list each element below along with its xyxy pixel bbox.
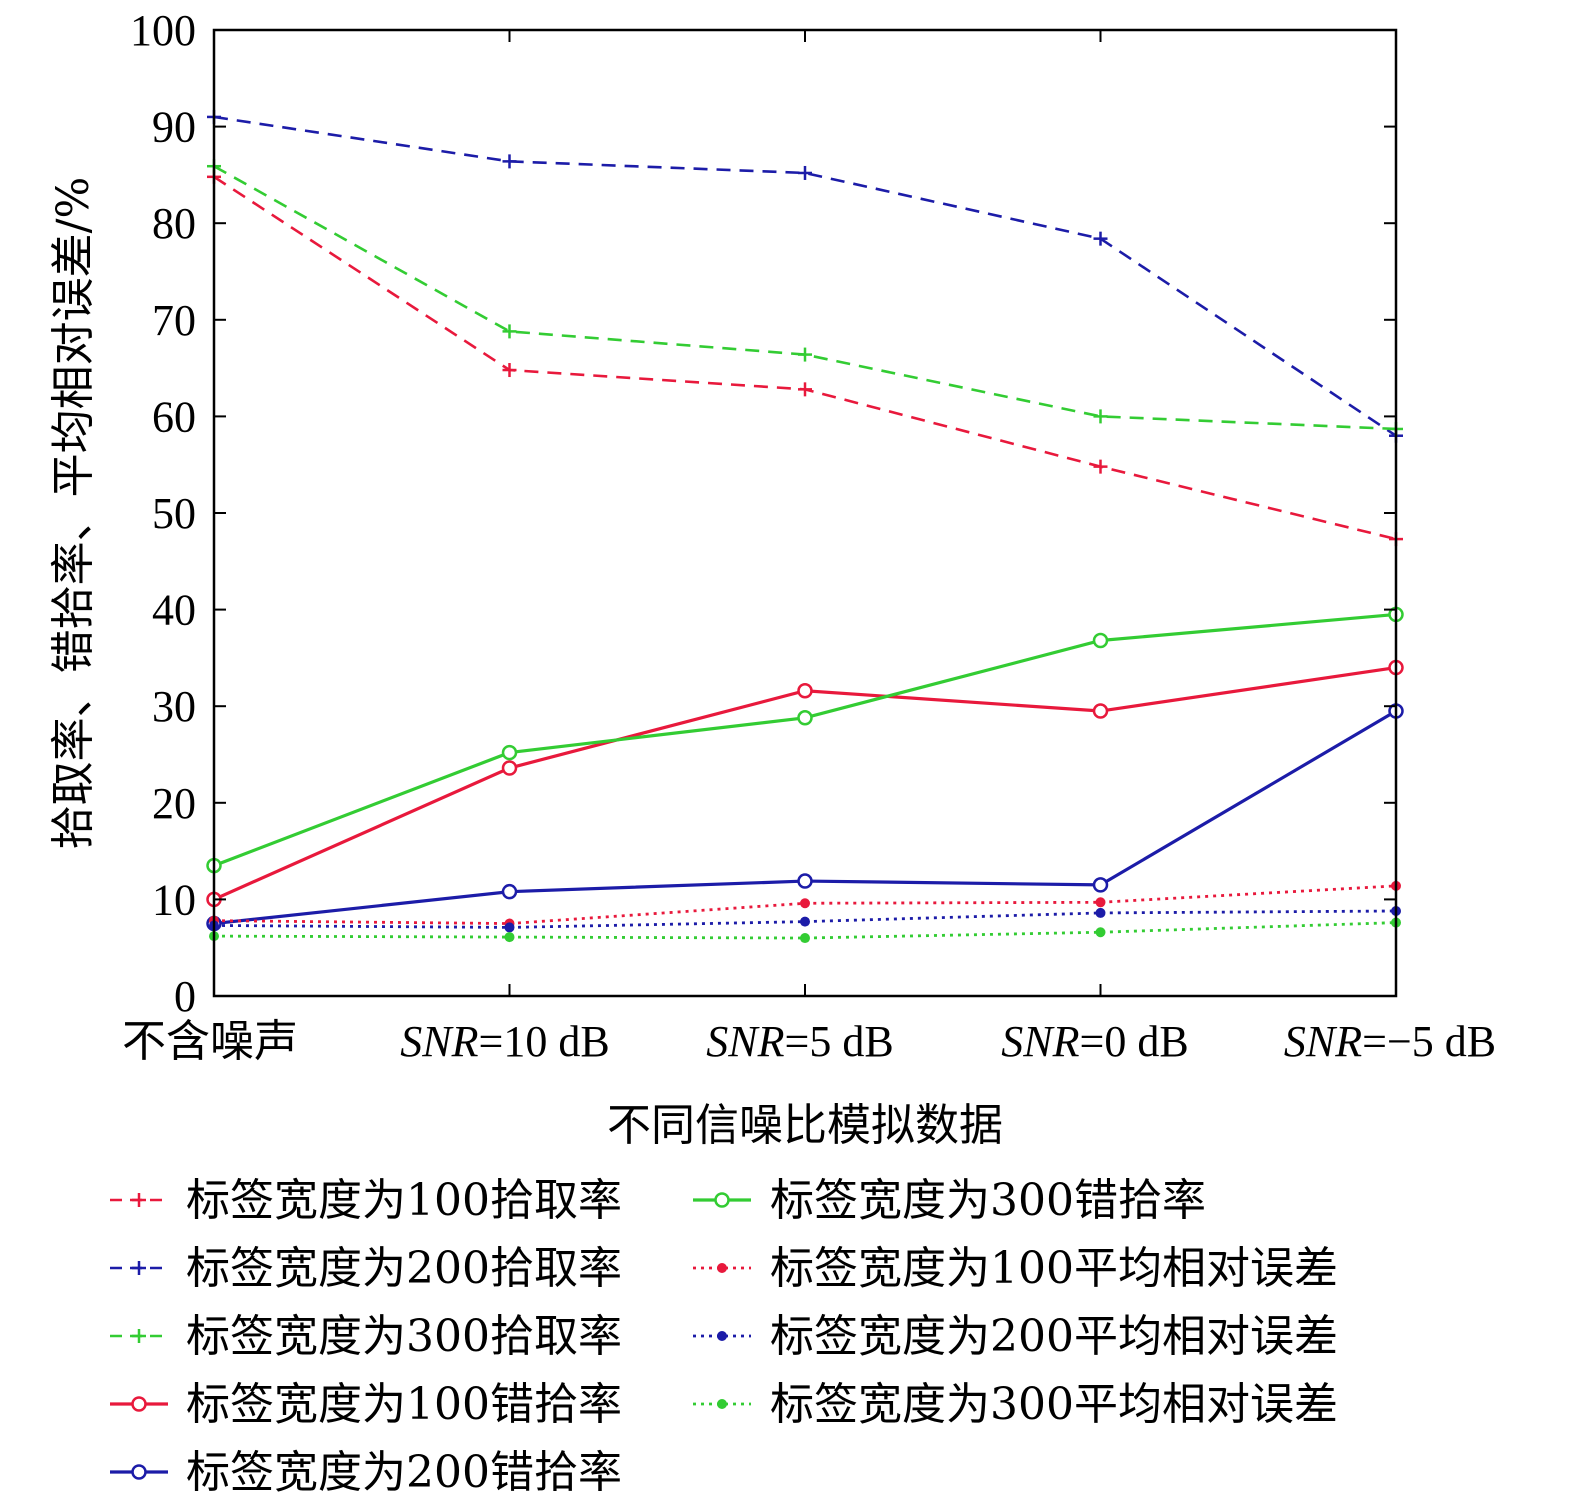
series-line — [213, 709, 1397, 926]
legend-marker — [717, 1399, 727, 1409]
x-tick-label: SNR=10 dB — [400, 1017, 609, 1066]
y-axis-title: 拾取率、错拾率、平均相对误差/% — [48, 177, 99, 850]
data-point — [797, 682, 813, 699]
data-point — [1093, 231, 1108, 246]
legend-marker — [132, 1193, 146, 1207]
legend-marker — [131, 1396, 147, 1412]
legend-label: 标签宽度为200拾取率 — [186, 1243, 622, 1294]
data-point — [798, 382, 812, 397]
data-point — [504, 922, 515, 933]
legend-marker — [717, 1331, 727, 1341]
legend-label: 标签宽度为100平均相对误差 — [770, 1243, 1338, 1294]
y-tick-label: 100 — [130, 6, 196, 55]
data-point — [1092, 877, 1109, 893]
data-point — [502, 363, 517, 378]
data-point — [800, 933, 810, 944]
x-tick-label: SNR=5 dB — [706, 1017, 893, 1066]
legend-marker — [714, 1192, 730, 1208]
data-point — [1092, 703, 1109, 719]
legend-label: 标签宽度为100拾取率 — [186, 1175, 622, 1226]
legend-item: 标签宽度为200拾取率 — [110, 1243, 622, 1294]
series-line — [213, 884, 1397, 925]
series-layer — [206, 109, 1404, 944]
x-tick-label: SNR=0 dB — [1001, 1017, 1188, 1066]
data-point — [798, 165, 812, 180]
data-point — [1095, 927, 1106, 938]
legend-marker — [132, 1329, 146, 1343]
legend-marker — [132, 1261, 146, 1275]
data-point — [1095, 907, 1106, 918]
data-point — [798, 347, 812, 362]
legend-label: 标签宽度为200错拾率 — [186, 1447, 622, 1498]
data-point — [502, 324, 517, 339]
legend-item: 标签宽度为200错拾率 — [110, 1447, 622, 1498]
legend-marker — [717, 1263, 727, 1273]
legend-label: 标签宽度为300拾取率 — [186, 1311, 622, 1362]
series-line — [213, 115, 1397, 437]
legend-item: 标签宽度为200平均相对误差 — [693, 1311, 1338, 1362]
data-point — [797, 873, 813, 889]
series-line — [213, 921, 1397, 940]
y-tick-label: 90 — [152, 103, 196, 152]
x-tick-label: SNR=−5 dB — [1284, 1017, 1496, 1066]
y-tick-label: 50 — [152, 489, 196, 538]
legend-item: 标签宽度为100错拾率 — [110, 1379, 622, 1430]
series-line — [213, 665, 1397, 901]
data-point — [800, 916, 810, 927]
legend-item: 标签宽度为300平均相对误差 — [693, 1379, 1338, 1430]
data-point — [1093, 409, 1108, 424]
legend-item: 标签宽度为300拾取率 — [110, 1311, 622, 1362]
data-point — [1093, 459, 1108, 474]
series-line — [213, 909, 1397, 929]
legend-label: 标签宽度为300平均相对误差 — [770, 1379, 1338, 1430]
data-point — [501, 744, 518, 761]
x-axis: 不含噪声 SNR=10 dB SNR=5 dB SNR=0 dB SNR=−5 dB — [122, 30, 1496, 1066]
x-axis-title: 不同信噪比模拟数据 — [607, 1100, 1003, 1151]
data-point — [800, 898, 810, 909]
series-8 — [209, 905, 1401, 933]
data-point — [1092, 632, 1109, 649]
legend-label: 标签宽度为100错拾率 — [186, 1379, 622, 1430]
y-tick-label: 60 — [152, 392, 196, 441]
data-point — [1095, 897, 1106, 908]
legend-label: 标签宽度为300错拾率 — [770, 1175, 1206, 1226]
series-line — [213, 612, 1397, 868]
y-tick-label: 10 — [152, 875, 196, 924]
series-6 — [206, 606, 1404, 874]
data-point — [501, 883, 518, 900]
y-tick-label: 40 — [152, 586, 196, 635]
legend: 标签宽度为100拾取率标签宽度为200拾取率标签宽度为300拾取率标签宽度为10… — [110, 1175, 1338, 1498]
y-tick-label: 30 — [152, 682, 196, 731]
legend-item: 标签宽度为300错拾率 — [693, 1175, 1206, 1226]
data-point — [502, 154, 517, 169]
y-tick-label: 70 — [152, 296, 196, 345]
legend-item: 标签宽度为100平均相对误差 — [693, 1243, 1338, 1294]
legend-item: 标签宽度为100拾取率 — [110, 1175, 622, 1226]
data-point — [504, 932, 515, 943]
y-tick-label: 0 — [174, 972, 196, 1021]
legend-label: 标签宽度为200平均相对误差 — [770, 1311, 1338, 1362]
series-4 — [206, 659, 1404, 908]
x-tick-label: 不含噪声 — [122, 1017, 298, 1066]
y-tick-label: 80 — [152, 199, 196, 248]
data-point — [501, 760, 518, 776]
y-axis: 0 10 20 30 40 50 60 70 80 90 100 — [130, 6, 1396, 1021]
data-point — [797, 710, 813, 726]
legend-marker — [131, 1464, 147, 1480]
y-tick-label: 20 — [152, 779, 196, 828]
